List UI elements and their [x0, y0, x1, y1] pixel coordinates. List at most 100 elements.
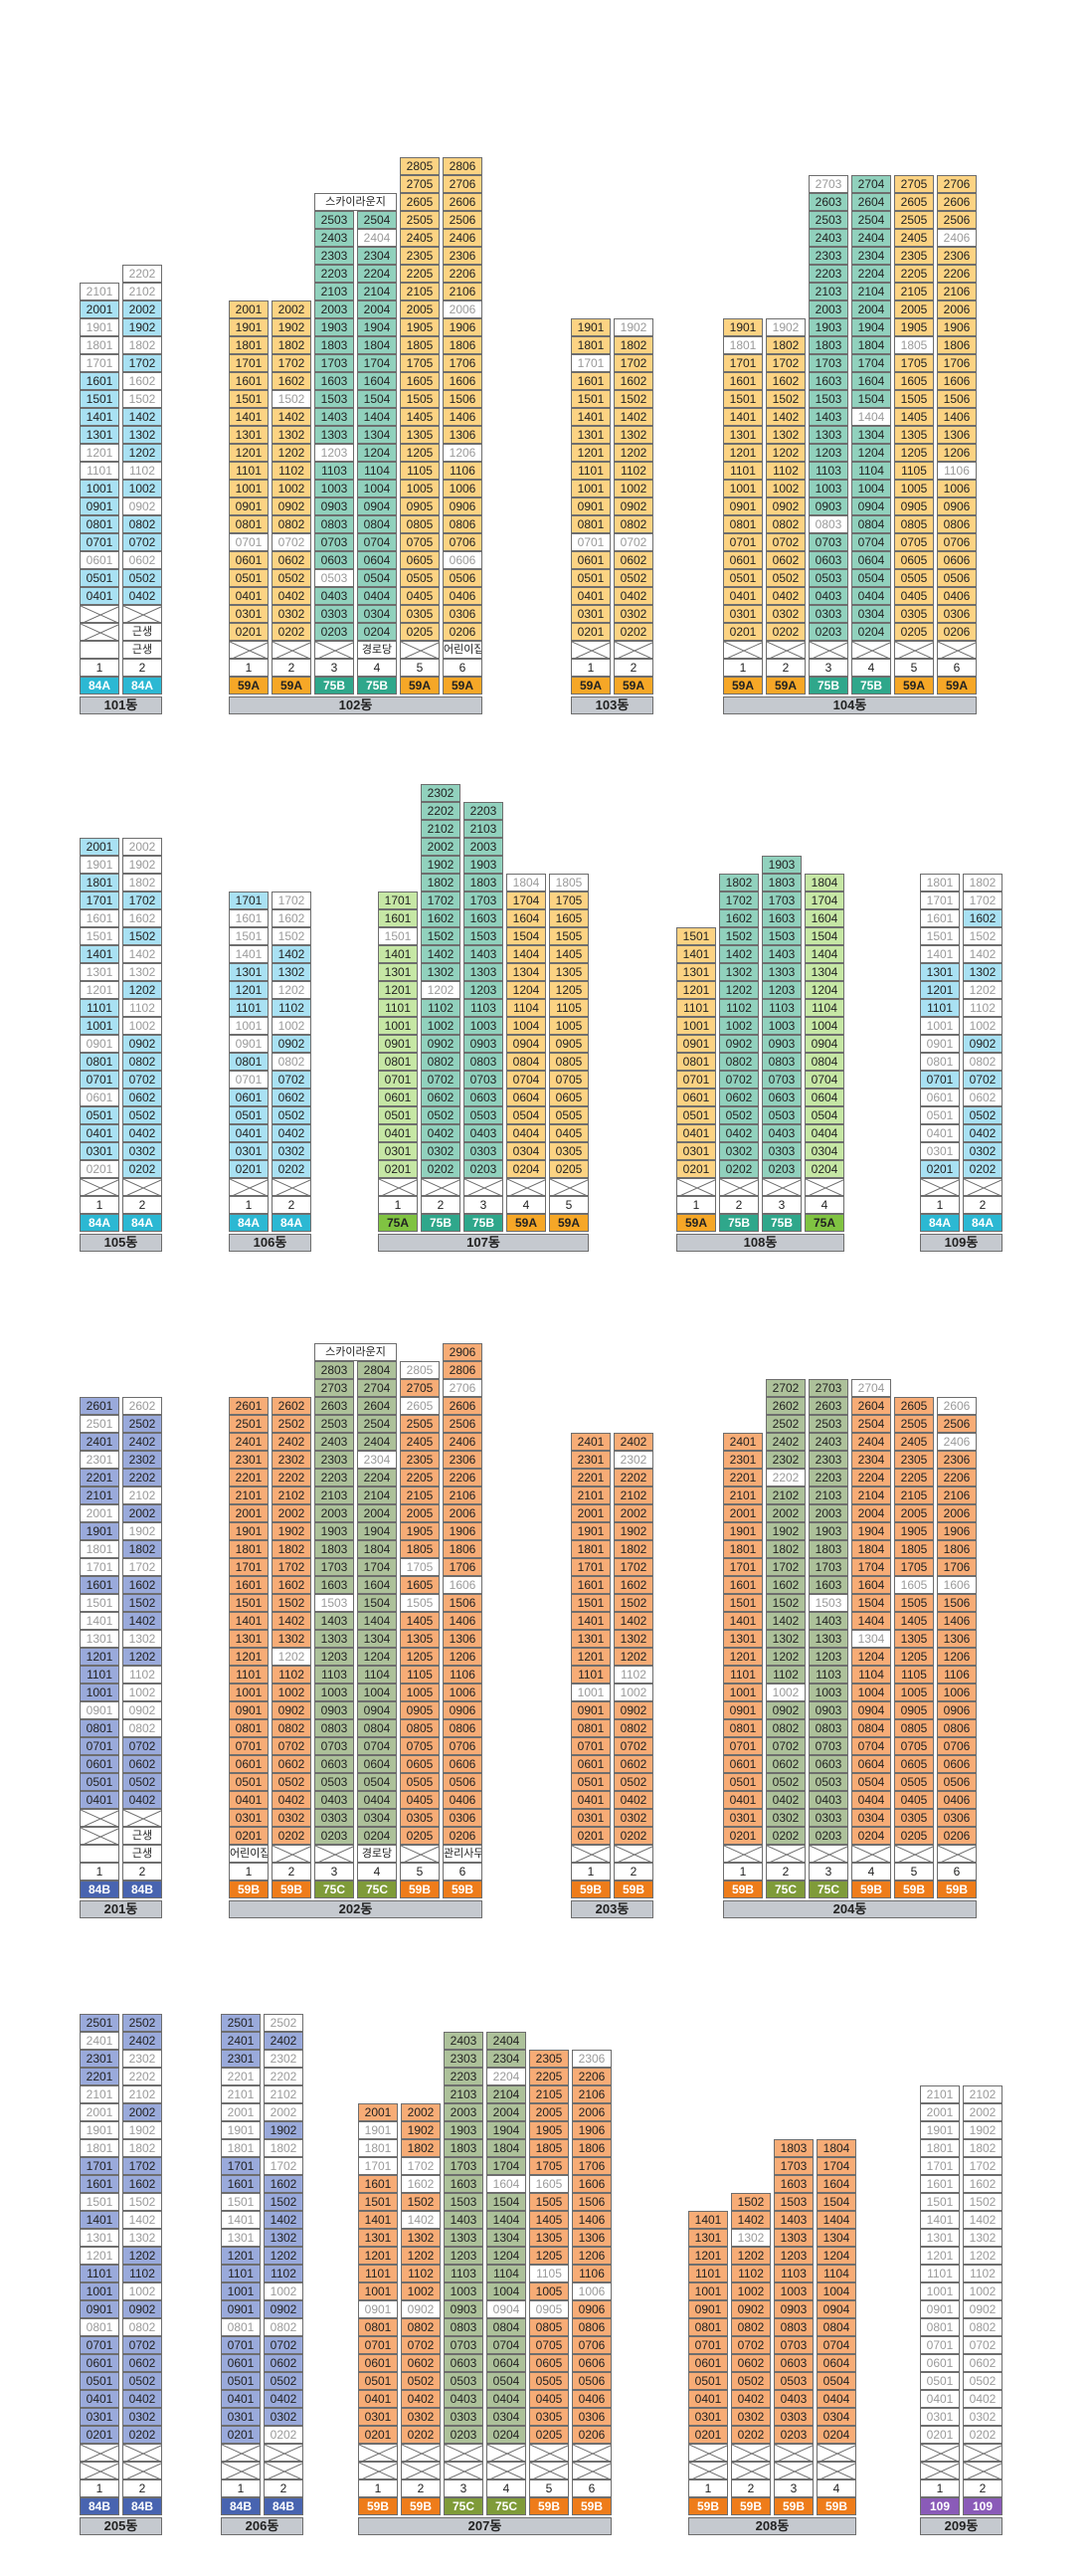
unit-cell: 1005	[400, 480, 440, 497]
unit-cell: 2105	[400, 1486, 440, 1504]
unit-cell: 0703	[314, 1737, 354, 1755]
line-number: 1	[723, 659, 763, 677]
unit-cell: 1203	[762, 981, 802, 999]
unit-cell: 2703	[809, 1379, 848, 1397]
unit-cell: 0202	[272, 623, 311, 641]
unit-cell: 0401	[920, 1124, 960, 1142]
unit-cell: 0706	[937, 1737, 977, 1755]
unit-type-badge: 59A	[894, 677, 934, 694]
unit-cell: 0701	[723, 1737, 763, 1755]
unit-cell: 1903	[463, 856, 503, 874]
unit-cell: 1504	[851, 1594, 891, 1612]
unit-cell: 1803	[774, 2139, 814, 2157]
unit-cell: 1503	[809, 1594, 848, 1612]
unit-cell: 0203	[809, 623, 848, 641]
no-unit-cross-box	[963, 2462, 1002, 2479]
unit-cell: 0902	[963, 1035, 1002, 1053]
unit-cell: 2002	[122, 2103, 162, 2121]
unit-cell: 1102	[272, 1666, 311, 1684]
unit-cell: 1102	[766, 462, 806, 480]
unit-cell: 0702	[421, 1071, 460, 1089]
unit-cell: 0904	[805, 1035, 844, 1053]
unit-cell: 0301	[229, 1142, 269, 1160]
unit-cell: 2804	[357, 1361, 397, 1379]
unit-cell: 1801	[920, 2139, 960, 2157]
unit-cell: 0903	[762, 1035, 802, 1053]
unit-cell: 2503	[314, 1415, 354, 1433]
unit-cell: 0505	[400, 569, 440, 587]
no-unit-cross-box	[378, 1178, 418, 1196]
unit-cell: 1203	[314, 444, 354, 462]
unit-type-badge: 59A	[766, 677, 806, 694]
unit-cell: 0304	[357, 1809, 397, 1827]
unit-cell: 0202	[614, 623, 653, 641]
unit-cell: 2605	[400, 193, 440, 211]
unit-cell: 0806	[937, 1719, 977, 1737]
unit-cell: 0901	[80, 497, 119, 515]
no-unit-cross-box	[937, 641, 977, 659]
unit-cell: 2504	[851, 1415, 891, 1433]
unit-cell: 1106	[443, 462, 482, 480]
unit-cell: 0304	[486, 2408, 526, 2426]
unit-cell: 0906	[443, 1701, 482, 1719]
unit-cell: 2302	[614, 1451, 653, 1469]
unit-cell: 2202	[122, 2068, 162, 2085]
unit-cell: 0703	[774, 2336, 814, 2354]
unit-cell: 2605	[400, 1397, 440, 1415]
unit-cell: 0606	[937, 1755, 977, 1773]
unit-cell: 1806	[937, 1540, 977, 1558]
unit-cell: 2101	[221, 2085, 261, 2103]
unit-cell: 1106	[443, 1666, 482, 1684]
unit-cell: 0301	[378, 1142, 418, 1160]
unit-cell: 0701	[358, 2336, 398, 2354]
unit-cell: 1902	[421, 856, 460, 874]
unit-cell: 1004	[506, 1017, 546, 1035]
unit-cell: 0204	[817, 2426, 856, 2444]
unit-cell: 2403	[314, 1433, 354, 1451]
unit-cell: 1901	[571, 1522, 611, 1540]
unit-cell: 2501	[229, 1415, 269, 1433]
unit-cell: 0802	[614, 515, 653, 533]
unit-cell: 0605	[400, 1755, 440, 1773]
unit-cell: 1801	[229, 1540, 269, 1558]
no-unit-cross-box	[80, 1827, 119, 1845]
unit-cell: 0201	[221, 2426, 261, 2444]
unit-cell: 2003	[809, 1504, 848, 1522]
unit-cell: 0402	[731, 2390, 771, 2408]
unit-cell: 1302	[766, 426, 806, 444]
unit-cell: 2305	[529, 2050, 569, 2068]
unit-cell: 1001	[378, 1017, 418, 1035]
unit-type-badge: 75B	[809, 677, 848, 694]
unit-cell: 0904	[506, 1035, 546, 1053]
unit-cell: 0204	[851, 1827, 891, 1845]
unit-cell: 1804	[486, 2139, 526, 2157]
unit-cell: 0804	[357, 515, 397, 533]
unit-cell: 2001	[723, 1504, 763, 1522]
unit-cell: 2203	[314, 265, 354, 283]
unit-cell: 1106	[572, 2265, 612, 2282]
unit-cell: 1401	[571, 408, 611, 426]
no-unit-cross-box	[486, 2462, 526, 2479]
unit-cell: 2205	[894, 265, 934, 283]
unit-cell: 2406	[937, 1433, 977, 1451]
unit-cell: 0202	[122, 1160, 162, 1178]
unit-cell: 1504	[851, 390, 891, 408]
line-number: 2	[272, 1863, 311, 1881]
unit-cell: 0601	[723, 1755, 763, 1773]
no-unit-cross-box	[731, 2462, 771, 2479]
line-number: 1	[571, 1863, 611, 1881]
unit-cell: 1004	[357, 480, 397, 497]
unit-cell: 1104	[486, 2265, 526, 2282]
unit-cell: 0202	[766, 623, 806, 641]
unit-cell: 2506	[443, 211, 482, 229]
unit-cell: 0802	[272, 515, 311, 533]
unit-cell: 1204	[506, 981, 546, 999]
unit-cell: 2406	[443, 1433, 482, 1451]
unit-cell: 1702	[272, 1558, 311, 1576]
unit-cell: 0203	[762, 1160, 802, 1178]
building-name-label: 104동	[723, 696, 977, 714]
unit-cell: 2004	[357, 300, 397, 318]
unit-cell: 0301	[221, 2408, 261, 2426]
unit-cell: 1403	[444, 2211, 483, 2229]
unit-cell: 0302	[401, 2408, 441, 2426]
